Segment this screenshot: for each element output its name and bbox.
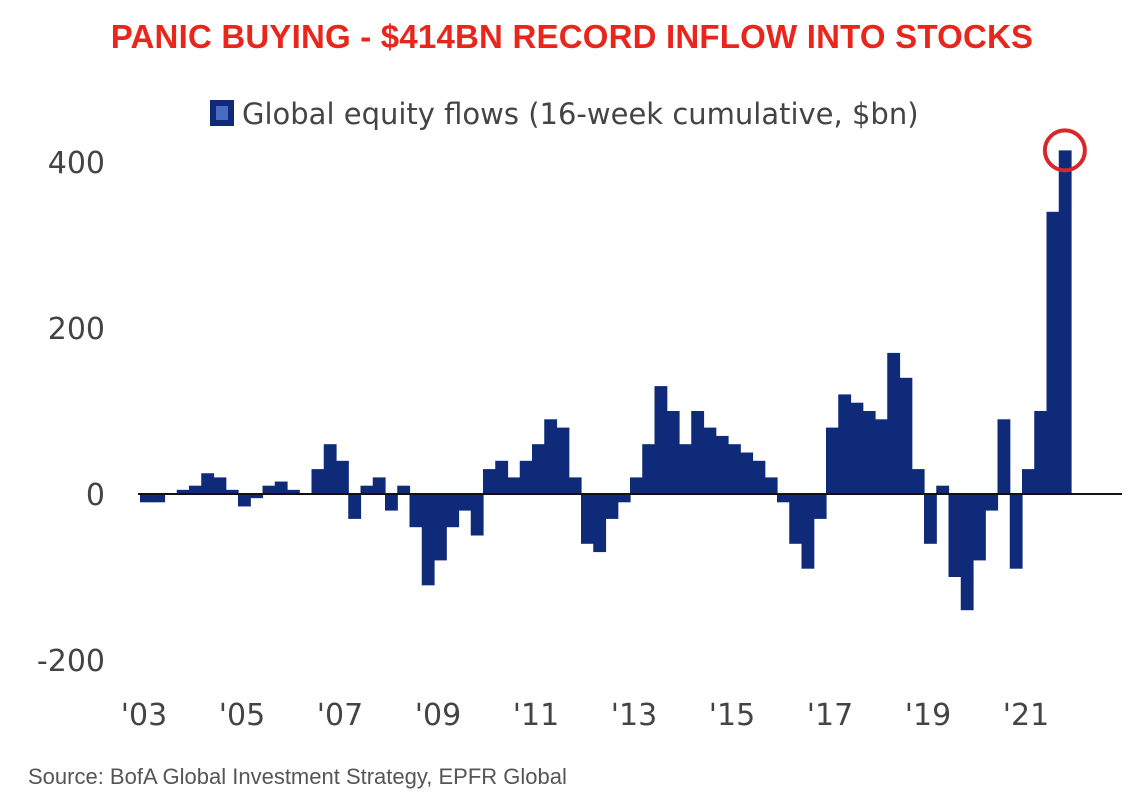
flow-bar (911, 469, 925, 494)
flow-bar (336, 460, 349, 494)
flow-bar (262, 485, 276, 494)
x-tick-label: '13 (611, 698, 657, 733)
flow-bar (519, 460, 533, 494)
flow-bar (703, 427, 717, 494)
flow-bar (176, 489, 190, 494)
flow-bar (507, 477, 521, 494)
y-tick-label: 200 (48, 312, 105, 347)
flow-bar (250, 494, 264, 499)
flow-bar (434, 494, 447, 561)
flow-bar (850, 402, 864, 494)
y-tick-label: -200 (37, 644, 105, 679)
flow-bar (666, 411, 680, 494)
flow-bar (189, 485, 202, 494)
flow-bar (654, 386, 668, 494)
x-tick-label: '21 (1003, 698, 1049, 733)
flow-bar (875, 419, 888, 494)
flow-bar (752, 460, 766, 494)
flow-bar (421, 494, 435, 586)
x-tick-label: '19 (905, 698, 951, 733)
flow-bar (813, 494, 827, 519)
flow-bar (495, 460, 509, 494)
flow-bar (348, 494, 362, 519)
flow-bar (715, 435, 729, 494)
flow-bar (936, 485, 950, 494)
peak-highlight-circle (1042, 128, 1087, 173)
flow-bar (311, 469, 325, 494)
flow-bar (777, 494, 790, 503)
flow-bar (1058, 150, 1072, 494)
flow-bar (948, 494, 962, 577)
flow-bar (789, 494, 803, 544)
flow-bar (593, 494, 607, 553)
flow-bar (1022, 469, 1035, 494)
flow-bar (581, 494, 594, 544)
flow-bar (924, 494, 937, 544)
legend-label: Global equity flows (16-week cumulative,… (242, 97, 919, 131)
flow-bar (213, 477, 227, 494)
flow-bar (483, 469, 496, 494)
flow-bar (274, 481, 288, 494)
flow-bar (409, 494, 423, 528)
flow-bar (630, 477, 643, 494)
flow-bar (238, 494, 251, 507)
flow-bar (1009, 494, 1023, 569)
flow-bar (691, 411, 705, 494)
chart-title: PANIC BUYING - $414BN RECORD INFLOW INTO… (110, 18, 1034, 55)
flow-bar (605, 494, 619, 519)
flow-bar (152, 494, 166, 503)
flow-bar (458, 494, 472, 511)
flow-bar (568, 477, 582, 494)
flow-bar (446, 494, 460, 528)
flow-bar (385, 494, 398, 511)
flow-bar (642, 444, 656, 494)
flow-bar (470, 494, 484, 536)
x-tick-label: '05 (219, 698, 265, 733)
y-tick-label: 400 (48, 146, 105, 181)
x-tick-label: '07 (317, 698, 363, 733)
flow-bar (973, 494, 986, 561)
flow-bar (862, 411, 876, 494)
flow-bar (397, 485, 411, 494)
x-tick-label: '11 (513, 698, 559, 733)
flow-bar (360, 485, 374, 494)
flow-bar (728, 444, 741, 494)
flow-bar (679, 444, 692, 494)
flow-bar (201, 473, 215, 494)
flow-bar (887, 352, 901, 494)
flow-bar (617, 494, 631, 503)
flow-bar (838, 394, 852, 494)
flow-bar (372, 477, 386, 494)
flow-bar (287, 489, 300, 494)
flow-bar (225, 489, 239, 494)
flow-bar (323, 444, 337, 494)
flow-bar (1034, 411, 1048, 494)
flow-bar (740, 452, 754, 494)
flow-bar (140, 494, 153, 503)
flow-bar (997, 419, 1011, 494)
x-tick-label: '15 (709, 698, 755, 733)
flow-bar (556, 427, 570, 494)
x-tick-label: '09 (415, 698, 461, 733)
flow-bar (826, 427, 839, 494)
flow-bar (1046, 211, 1060, 495)
legend: Global equity flows (16-week cumulative,… (210, 97, 919, 131)
source-note: Source: BofA Global Investment Strategy,… (28, 764, 567, 789)
flow-bar (544, 419, 558, 494)
x-tick-label: '03 (121, 698, 167, 733)
flow-bar (764, 477, 778, 494)
flow-bar (960, 494, 974, 611)
flow-bar (532, 444, 545, 494)
x-tick-label: '17 (807, 698, 853, 733)
flow-bar (985, 494, 999, 511)
flow-bar (899, 377, 913, 494)
flow-bar (801, 494, 815, 569)
y-tick-label: 0 (86, 478, 105, 513)
